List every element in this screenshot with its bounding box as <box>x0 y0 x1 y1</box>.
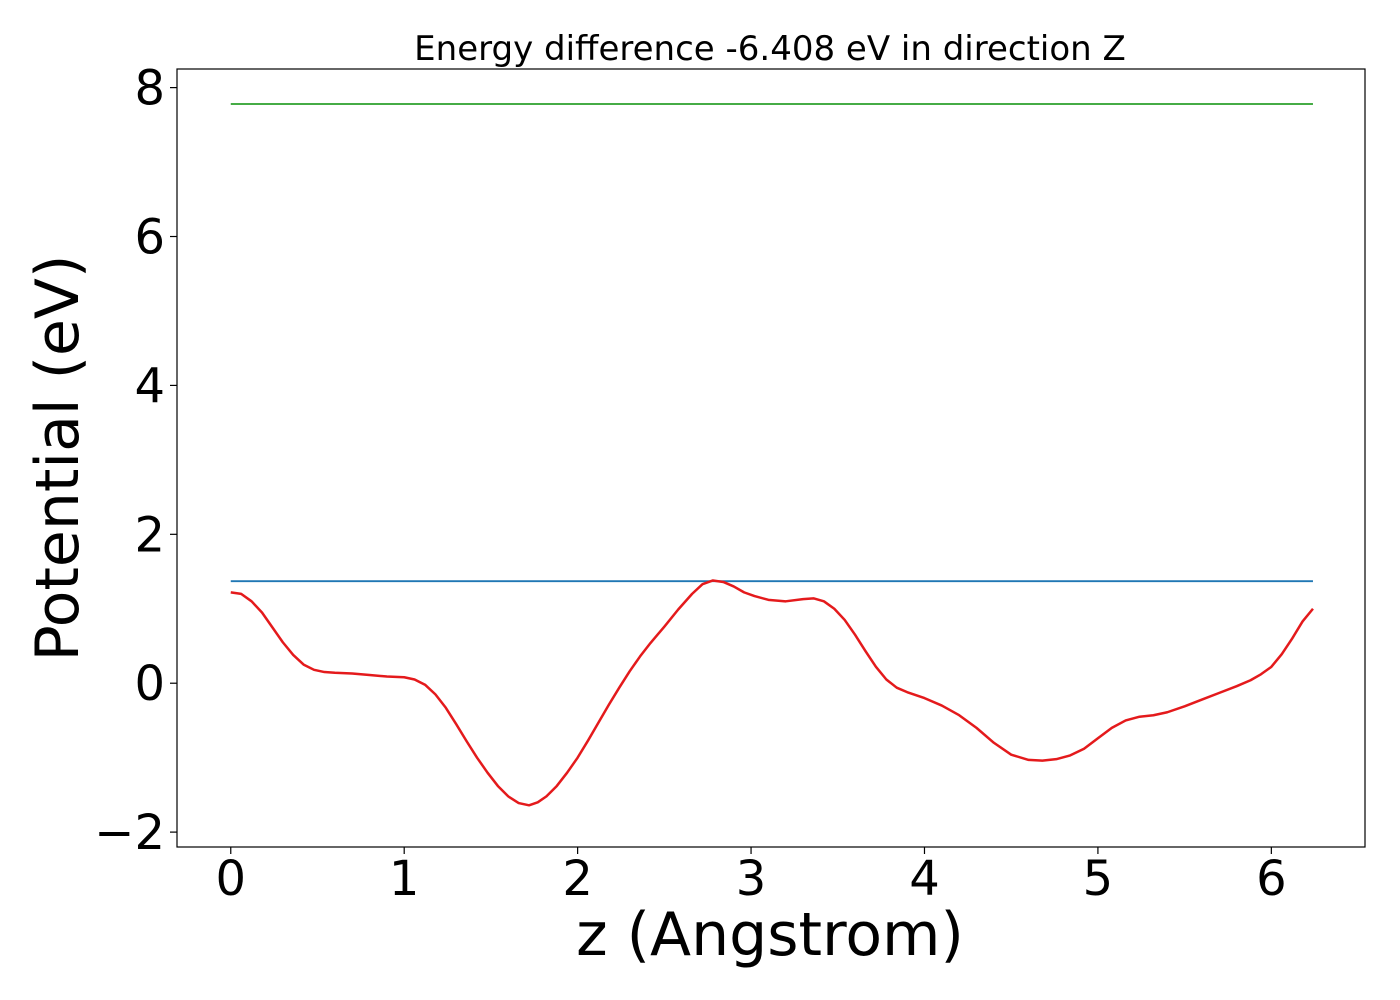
x-tick-label: 5 <box>1083 851 1114 907</box>
y-axis-label: Potential (eV) <box>23 255 93 662</box>
x-tick-label: 3 <box>736 851 767 907</box>
x-tick-label: 6 <box>1256 851 1287 907</box>
y-axis-ticks: −2 0 2 4 6 8 <box>94 61 177 861</box>
x-axis-ticks: 0 1 2 3 4 5 6 <box>215 847 1287 907</box>
y-tick-label: 2 <box>134 507 165 563</box>
plot-frame <box>176 68 1366 848</box>
chart-title: Energy difference -6.408 eV in direction… <box>414 29 1126 69</box>
y-tick-label: 8 <box>134 61 165 117</box>
series-layer <box>230 103 1314 807</box>
y-tick-label: 6 <box>134 210 165 266</box>
x-tick-label: 4 <box>909 851 940 907</box>
series-line-2 <box>230 579 1314 807</box>
x-axis-label: z (Angstrom) <box>576 900 964 970</box>
y-tick-label: 4 <box>134 358 165 414</box>
x-tick-label: 2 <box>562 851 593 907</box>
x-tick-label: 0 <box>215 851 246 907</box>
y-tick-label: −2 <box>94 805 165 861</box>
y-tick-label: 0 <box>134 656 165 712</box>
x-tick-label: 1 <box>389 851 420 907</box>
